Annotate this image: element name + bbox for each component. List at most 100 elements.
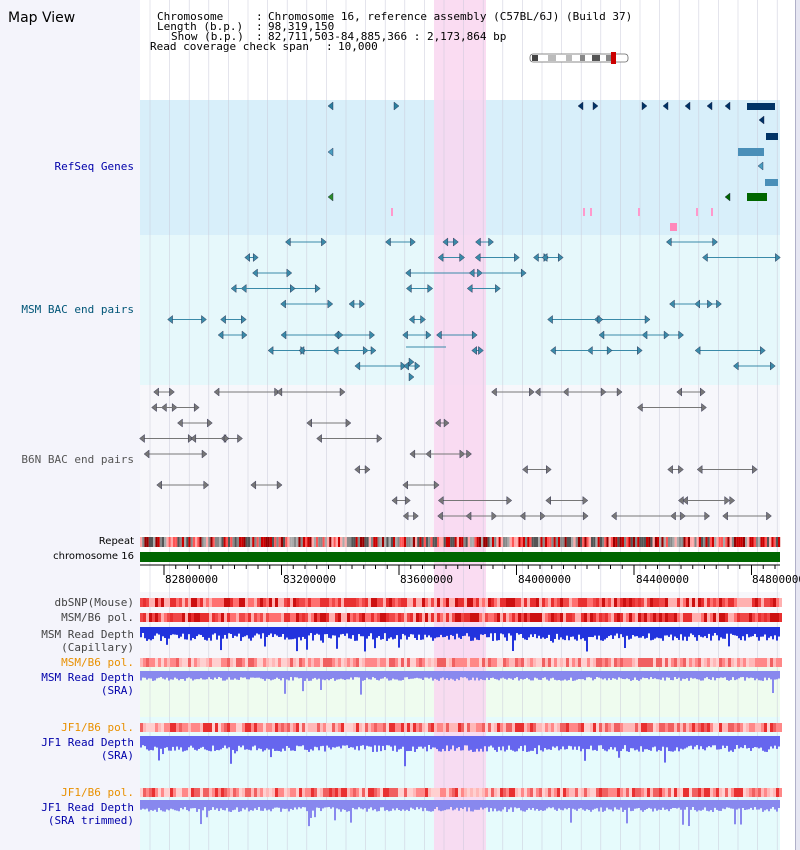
heat-cell <box>500 723 503 732</box>
heat-cell <box>656 788 659 797</box>
track-label-msm-depth-cap-1[interactable]: MSM Read Depth <box>41 628 134 641</box>
heat-cell <box>233 613 236 622</box>
track-label-jf1-b6-pol-1[interactable]: JF1/B6 pol. <box>61 721 134 734</box>
repeat-segment <box>690 537 693 547</box>
heat-cell <box>656 613 659 622</box>
repeat-segment <box>694 537 697 547</box>
depth-bar <box>648 671 650 680</box>
track-label-repeat[interactable]: Repeat <box>98 536 134 547</box>
heat-cell <box>245 613 248 622</box>
depth-bar <box>470 800 472 812</box>
heat-cell <box>545 598 548 607</box>
depth-bar <box>660 800 662 810</box>
track-label-chromosome[interactable]: chromosome 16 <box>53 551 134 562</box>
track-label-jf1-depth-sra-1[interactable]: JF1 Read Depth <box>41 736 134 749</box>
track-label-msm-depth-sra-1[interactable]: MSM Read Depth <box>41 671 134 684</box>
depth-bar <box>754 671 756 681</box>
msm-bac-end <box>414 361 421 371</box>
depth-bar <box>724 671 726 678</box>
track-label-msm-bac[interactable]: MSM BAC end pairs <box>21 303 134 316</box>
b6n-bac-end <box>506 496 513 505</box>
heat-cell <box>533 613 536 622</box>
depth-bar <box>518 627 520 635</box>
depth-bar <box>316 627 318 634</box>
heat-cell <box>290 723 293 732</box>
repeat-segment <box>148 537 151 547</box>
track-label-dbsnp[interactable]: dbSNP(Mouse) <box>54 596 134 609</box>
repeat-segment <box>470 537 473 547</box>
depth-bar <box>154 736 156 747</box>
track-label-jf1-b6-pol-2[interactable]: JF1/B6 pol. <box>61 786 134 799</box>
depth-bar <box>384 800 386 811</box>
heat-cell <box>365 613 368 622</box>
heat-cell <box>452 613 455 622</box>
depth-bar <box>144 627 146 639</box>
depth-bar <box>154 627 156 636</box>
heat-cell <box>734 598 737 607</box>
heat-cell <box>143 788 146 797</box>
heat-cell <box>266 723 269 732</box>
heat-cell <box>533 598 536 607</box>
depth-bar <box>578 627 580 635</box>
heat-cell <box>500 613 503 622</box>
track-label-msm-b6-pol-1[interactable]: MSM/B6 pol. <box>61 611 134 624</box>
heat-cell <box>509 613 512 622</box>
depth-bar <box>694 627 696 638</box>
refseq-gene-tick <box>583 208 585 216</box>
track-label-b6n-bac[interactable]: B6N BAC end pairs <box>21 453 134 466</box>
depth-bar <box>364 800 366 809</box>
track-label-msm-b6-pol-2[interactable]: MSM/B6 pol. <box>61 656 134 669</box>
depth-bar <box>734 736 736 750</box>
repeat-segment <box>720 537 723 547</box>
heat-cell <box>155 723 158 732</box>
heat-cell <box>347 613 350 622</box>
heat-cell <box>581 598 584 607</box>
heat-cell <box>674 788 677 797</box>
depth-bar <box>704 671 706 679</box>
heat-cell <box>284 658 287 667</box>
heat-cell <box>596 658 599 667</box>
depth-bar <box>294 800 296 808</box>
depth-bar <box>508 627 510 634</box>
heat-cell <box>605 613 608 622</box>
depth-bar <box>288 736 290 748</box>
depth-bar <box>572 736 574 750</box>
heat-cell <box>359 658 362 667</box>
depth-bar <box>676 671 678 679</box>
depth-bar <box>692 627 694 635</box>
b6n-bac-end <box>722 511 728 521</box>
depth-bar <box>364 671 366 681</box>
heat-cell <box>179 598 182 607</box>
track-label-jf1-depth-trim-1[interactable]: JF1 Read Depth <box>41 801 134 814</box>
depth-bar <box>294 736 296 751</box>
depth-bar <box>250 671 252 678</box>
depth-bar <box>272 736 274 749</box>
depth-bar <box>320 671 322 690</box>
b6n-bac-end <box>534 387 541 397</box>
heat-cell <box>551 598 554 607</box>
depth-bar <box>706 800 708 811</box>
heat-cell <box>227 658 230 667</box>
heat-cell <box>176 598 179 607</box>
refseq-gene-block <box>766 133 778 140</box>
heat-cell <box>578 598 581 607</box>
heat-cell <box>740 613 743 622</box>
depth-bar <box>738 671 740 679</box>
depth-bar <box>256 736 258 751</box>
heat-cell <box>632 723 635 732</box>
heat-cell <box>194 613 197 622</box>
repeat-segment <box>309 537 312 547</box>
depth-bar <box>360 671 362 695</box>
heat-cell <box>584 723 587 732</box>
heat-cell <box>563 613 566 622</box>
repeat-segment <box>474 537 477 547</box>
track-label-refseq[interactable]: RefSeq Genes <box>54 160 134 173</box>
msm-bac-end <box>354 361 361 371</box>
repeat-segment <box>637 537 640 547</box>
heat-cell <box>185 658 188 667</box>
depth-bar <box>306 627 308 650</box>
depth-bar <box>646 736 648 750</box>
heat-cell <box>344 788 347 797</box>
heat-cell <box>362 788 365 797</box>
